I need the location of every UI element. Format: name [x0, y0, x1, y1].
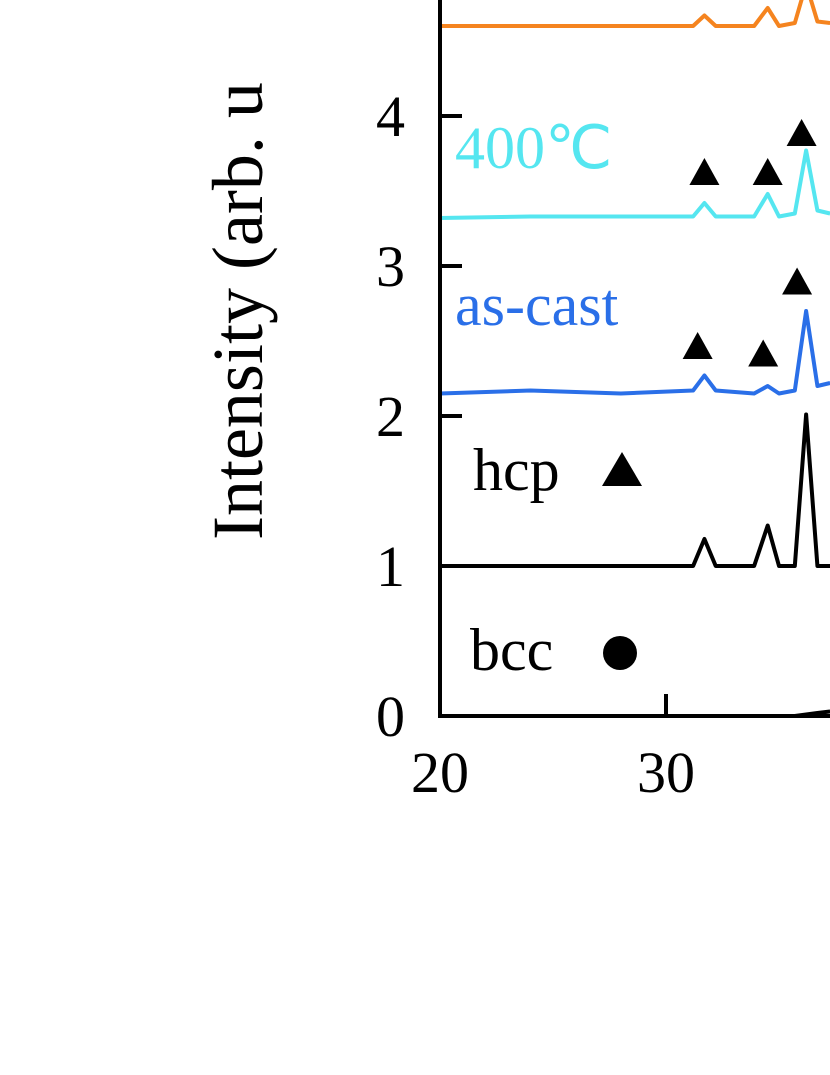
bcc-legend-symbol: [603, 636, 637, 670]
peak-marker: [682, 332, 713, 359]
series-line: [440, 148, 830, 220]
y-tick-label: 4: [376, 84, 405, 149]
series-label: as-cast: [455, 272, 619, 338]
plot-area: [440, 0, 830, 716]
y-tick-label: 2: [376, 384, 405, 449]
peak-marker: [782, 267, 813, 295]
series-label: 400℃: [455, 115, 612, 181]
series-label: hcp: [473, 437, 560, 503]
x-tick-label: 20: [411, 740, 469, 805]
peak-marker: [786, 119, 817, 146]
y-tick-label: 1: [376, 534, 405, 599]
peak-marker: [752, 158, 783, 185]
series-label: bcc: [470, 617, 553, 683]
peak-marker: [689, 158, 720, 185]
y-tick-label: 3: [376, 234, 405, 299]
series-line: [440, 412, 830, 568]
peak-marker: [748, 339, 779, 367]
hcp-legend-symbol: [602, 452, 642, 486]
x-tick-label: 30: [637, 740, 695, 805]
y-axis-label: Intensity (arb. u: [198, 82, 278, 540]
series-line: [440, 309, 830, 396]
series-line: [440, 0, 830, 28]
y-tick-label: 0: [376, 684, 405, 749]
